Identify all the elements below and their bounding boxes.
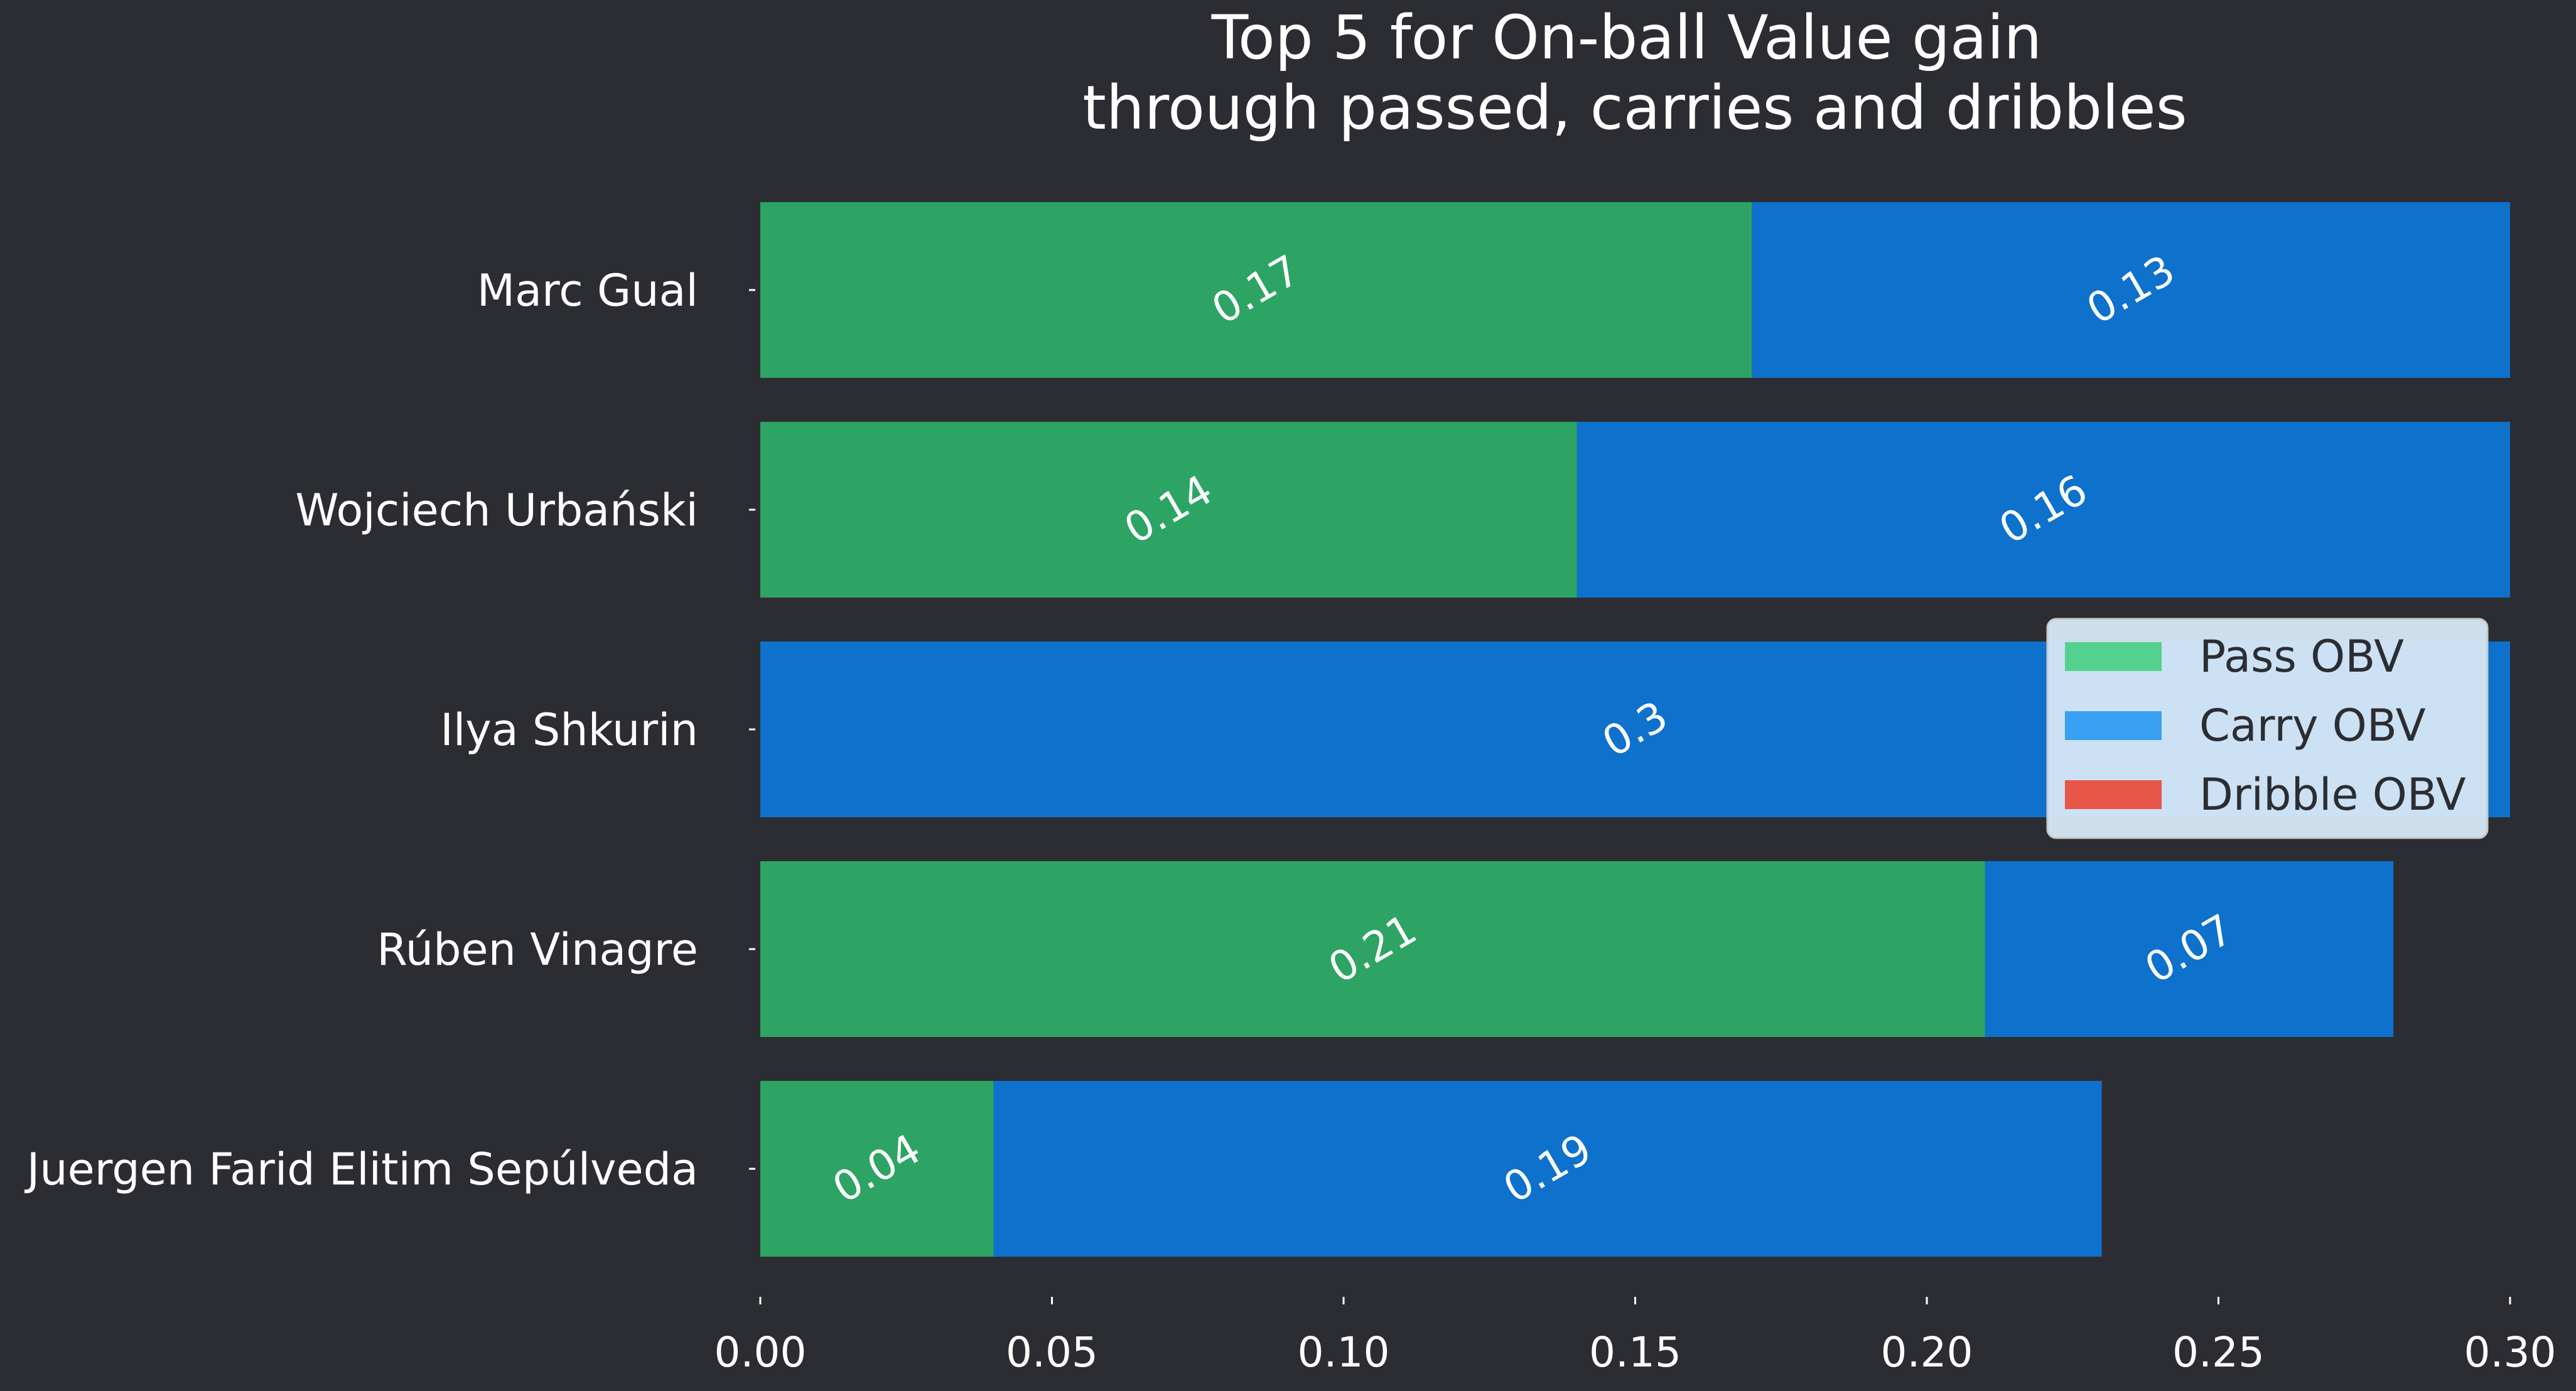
y-tick-label: Marc Gual [477,265,698,316]
bar-pass-obv-4 [760,1081,994,1257]
x-tick-label: 0.20 [1881,1328,1973,1377]
bar-pass-obv-1 [760,422,1577,598]
y-tick-label: Wojciech Urbański [295,485,698,536]
chart-title-line-2: through passed, carries and dribbles [1082,73,2187,143]
x-tick-label: 0.30 [2464,1328,2557,1377]
legend-swatch [2065,780,2162,809]
legend-swatch [2065,711,2162,740]
y-tick-label: Juergen Farid Elitim Sepúlveda [24,1144,698,1195]
legend-label: Pass OBV [2199,631,2404,682]
legend-label: Carry OBV [2199,700,2426,751]
bar-carry-obv-1 [1576,422,2510,598]
x-tick-label: 0.25 [2172,1328,2265,1377]
chart-title-line-1: Top 5 for On-ball Value gain [1211,3,2042,73]
bar-carry-obv-0 [1752,202,2510,378]
x-tick-label: 0.00 [714,1328,807,1377]
bar-pass-obv-0 [760,202,1752,378]
y-tick-label: Ilya Shkurin [440,704,698,756]
legend-label: Dribble OBV [2199,769,2466,820]
x-tick-label: 0.15 [1589,1328,1681,1377]
bar-carry-obv-3 [1985,861,2394,1037]
legend-swatch [2065,642,2162,671]
x-tick-label: 0.05 [1006,1328,1098,1377]
bar-carry-obv-4 [993,1081,2102,1257]
x-tick-label: 0.10 [1298,1328,1390,1377]
y-tick-label: Rúben Vinagre [377,924,698,975]
bar-pass-obv-3 [760,861,1985,1037]
y-axis: Marc Gual Wojciech Urbański Ilya Shkurin Rú… [24,265,755,1195]
legend: Pass OBV Carry OBV Dribble OBV [2046,618,2489,839]
x-axis: 0.00 0.05 0.10 0.15 0.20 0.25 0.30 [714,1297,2557,1377]
